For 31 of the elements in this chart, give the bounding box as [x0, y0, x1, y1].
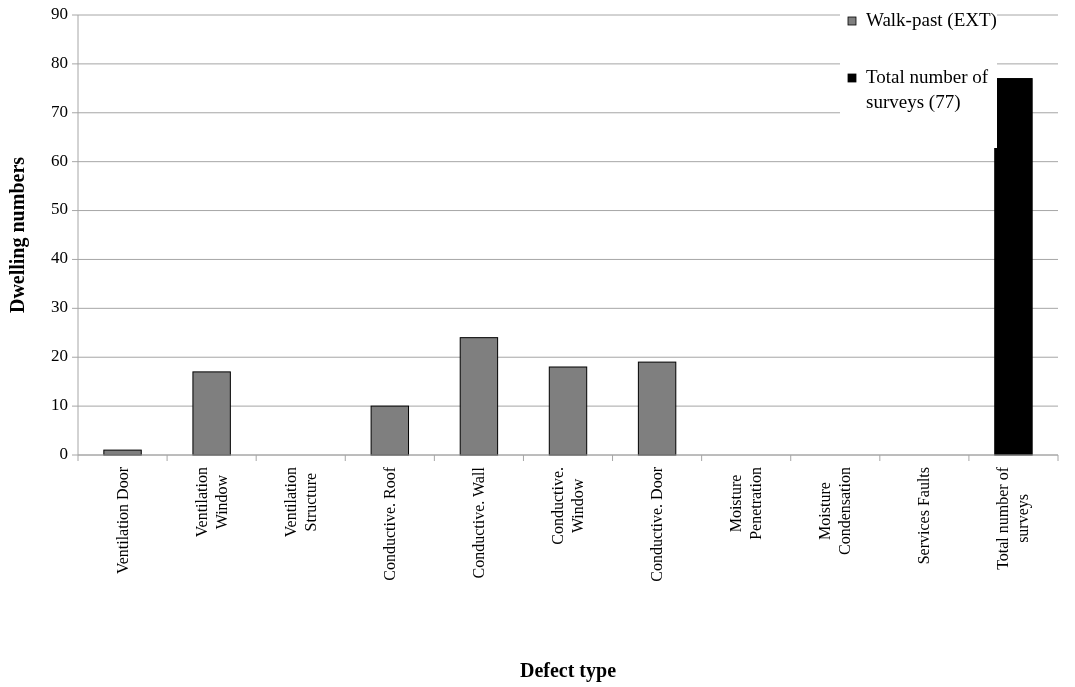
x-tick-label: Conductive. Roof: [380, 466, 398, 581]
bar: [548, 366, 588, 456]
bar: [370, 405, 410, 456]
y-tick-label: 70: [51, 101, 68, 121]
bar: [994, 78, 1033, 456]
x-tick-label: Total number of surveys: [994, 466, 1033, 570]
x-tick-label: Moisture Penetration: [727, 467, 765, 540]
y-tick-label: 90: [51, 3, 68, 23]
bar: [459, 337, 499, 456]
y-tick-label: 10: [51, 395, 68, 415]
legend-label: Total number of surveys (77): [866, 66, 989, 114]
x-tick-label: Ventilation Structure: [281, 467, 319, 538]
y-axis-title: Dwelling numbers: [6, 156, 29, 314]
x-tick-label: Services Faults: [915, 467, 933, 565]
y-tick-label: 80: [51, 52, 68, 72]
legend-label: Walk-past (EXT): [866, 9, 997, 32]
x-tick-label: Ventilation Door: [113, 466, 131, 575]
y-tick-label: 40: [51, 248, 68, 268]
x-axis-title: Defect type: [519, 659, 617, 682]
x-tick-label: Ventilation Window: [192, 467, 230, 538]
y-tick-label: 50: [51, 199, 68, 219]
x-tick-label: Moisture Condensation: [816, 467, 854, 555]
x-tick-label: Conductive. Wall: [469, 466, 487, 579]
bar: [192, 371, 231, 456]
x-tick-label: Conductive. Window: [549, 467, 586, 545]
y-tick-label: 60: [51, 150, 68, 170]
x-tick-label: Conductive. Door: [648, 466, 666, 582]
bar: [637, 361, 677, 456]
y-tick-label: 30: [51, 297, 68, 317]
y-tick-label: 20: [51, 346, 68, 366]
y-tick-label: 0: [59, 443, 68, 463]
